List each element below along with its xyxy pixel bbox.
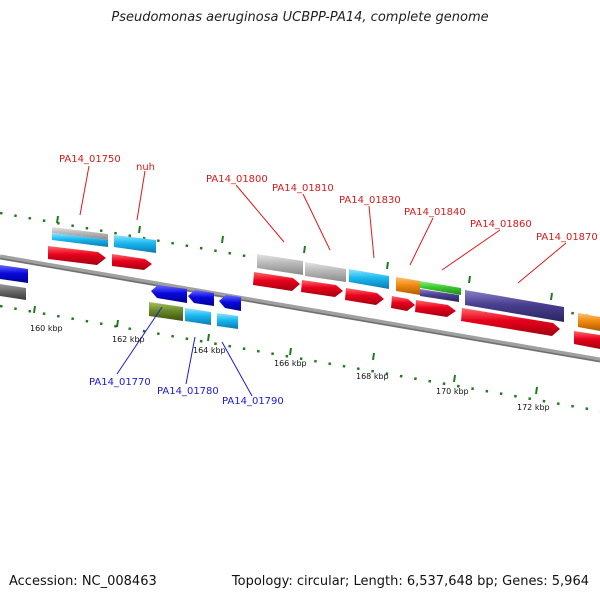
forward-label-leaders [79, 165, 567, 284]
gene-label[interactable]: nuh [136, 162, 155, 173]
gene-pa14-01800-arrow[interactable] [253, 272, 300, 291]
gene-label[interactable]: PA14_01810 [272, 183, 334, 194]
gene-pa14-01830-arrow[interactable] [345, 288, 384, 305]
feature-bar-gray [305, 262, 346, 282]
feature-bar-purple [420, 289, 459, 302]
reverse-gene-labels: PA14_01770 PA14_01780 PA14_01790 [89, 377, 284, 407]
scale-label: 170 kbp [436, 387, 469, 396]
gene-label[interactable]: PA14_01790 [222, 396, 284, 407]
gene-label[interactable]: PA14_01800 [206, 174, 268, 185]
gene-pa14-01870-arrow[interactable] [574, 331, 600, 349]
feature-bar-cyan [185, 308, 211, 325]
gene-pa14-01860-arrow[interactable] [461, 308, 560, 336]
gene-label[interactable]: PA14_01870 [536, 232, 598, 243]
gene-left-blue-arrow[interactable] [0, 265, 28, 283]
feature-bar-cyan [349, 269, 389, 289]
map-title: Pseudomonas aeruginosa UCBPP-PA14, compl… [111, 10, 489, 25]
gene-label[interactable]: PA14_01770 [89, 377, 151, 388]
scale-label: 164 kbp [193, 346, 226, 355]
genome-summary-text: Topology: circular; Length: 6,537,648 bp… [231, 574, 589, 589]
feature-bar-gray [257, 254, 303, 275]
left-edge-genes [0, 265, 28, 300]
gene-label[interactable]: PA14_01840 [404, 207, 466, 218]
feature-bar-gray [52, 227, 108, 240]
gene-pa14-01790-arrow[interactable] [219, 295, 241, 311]
scale-label: 172 kbp [517, 403, 550, 412]
feature-bar-olive [149, 302, 183, 321]
feature-bar-cyan [217, 313, 238, 329]
forward-gene-labels: PA14_01750 nuh PA14_01800 PA14_01810 PA1… [59, 154, 598, 243]
gene-label[interactable]: PA14_01750 [59, 154, 121, 165]
gene-pa14-01840-arrow-b[interactable] [415, 300, 456, 317]
scale-label: 166 kbp [274, 359, 307, 368]
scale-label: 160 kbp [30, 324, 63, 333]
gene-pa14-01840-arrow-a[interactable] [391, 296, 415, 311]
forward-feature-bars [52, 227, 600, 331]
reverse-strand-genes [151, 285, 241, 311]
gene-nuh-arrow[interactable] [112, 254, 152, 270]
gene-pa14-01810-arrow[interactable] [301, 280, 343, 297]
feature-bar-orange [396, 277, 420, 295]
gene-label[interactable]: PA14_01830 [339, 195, 401, 206]
feature-bar-dark [0, 284, 26, 300]
scale-label: 168 kbp [356, 372, 389, 381]
feature-bar-cyan [52, 233, 108, 247]
accession-text: Accession: NC_008463 [9, 574, 157, 589]
forward-strand-genes [48, 246, 600, 349]
lower-scale-track [0, 304, 600, 413]
feature-bar-orange [578, 313, 600, 331]
gene-pa14-01750-arrow[interactable] [48, 246, 106, 265]
gene-pa14-01780-arrow[interactable] [188, 290, 214, 306]
feature-bar-green [420, 281, 461, 295]
lower-major-ticks [33, 305, 538, 395]
genome-backbone [0, 254, 600, 363]
reverse-label-leaders [116, 306, 253, 397]
scale-label: 162 kbp [112, 335, 145, 344]
gene-label[interactable]: PA14_01860 [470, 219, 532, 230]
reverse-feature-bars [149, 302, 238, 329]
gene-pa14-01770-arrow[interactable] [151, 285, 187, 303]
upper-major-ticks [56, 215, 553, 301]
feature-bar-cyan [114, 235, 156, 253]
scale-labels: 160 kbp 162 kbp 164 kbp 166 kbp 168 kbp … [30, 324, 550, 412]
feature-bar-purple [465, 290, 564, 322]
gene-label[interactable]: PA14_01780 [157, 386, 219, 397]
